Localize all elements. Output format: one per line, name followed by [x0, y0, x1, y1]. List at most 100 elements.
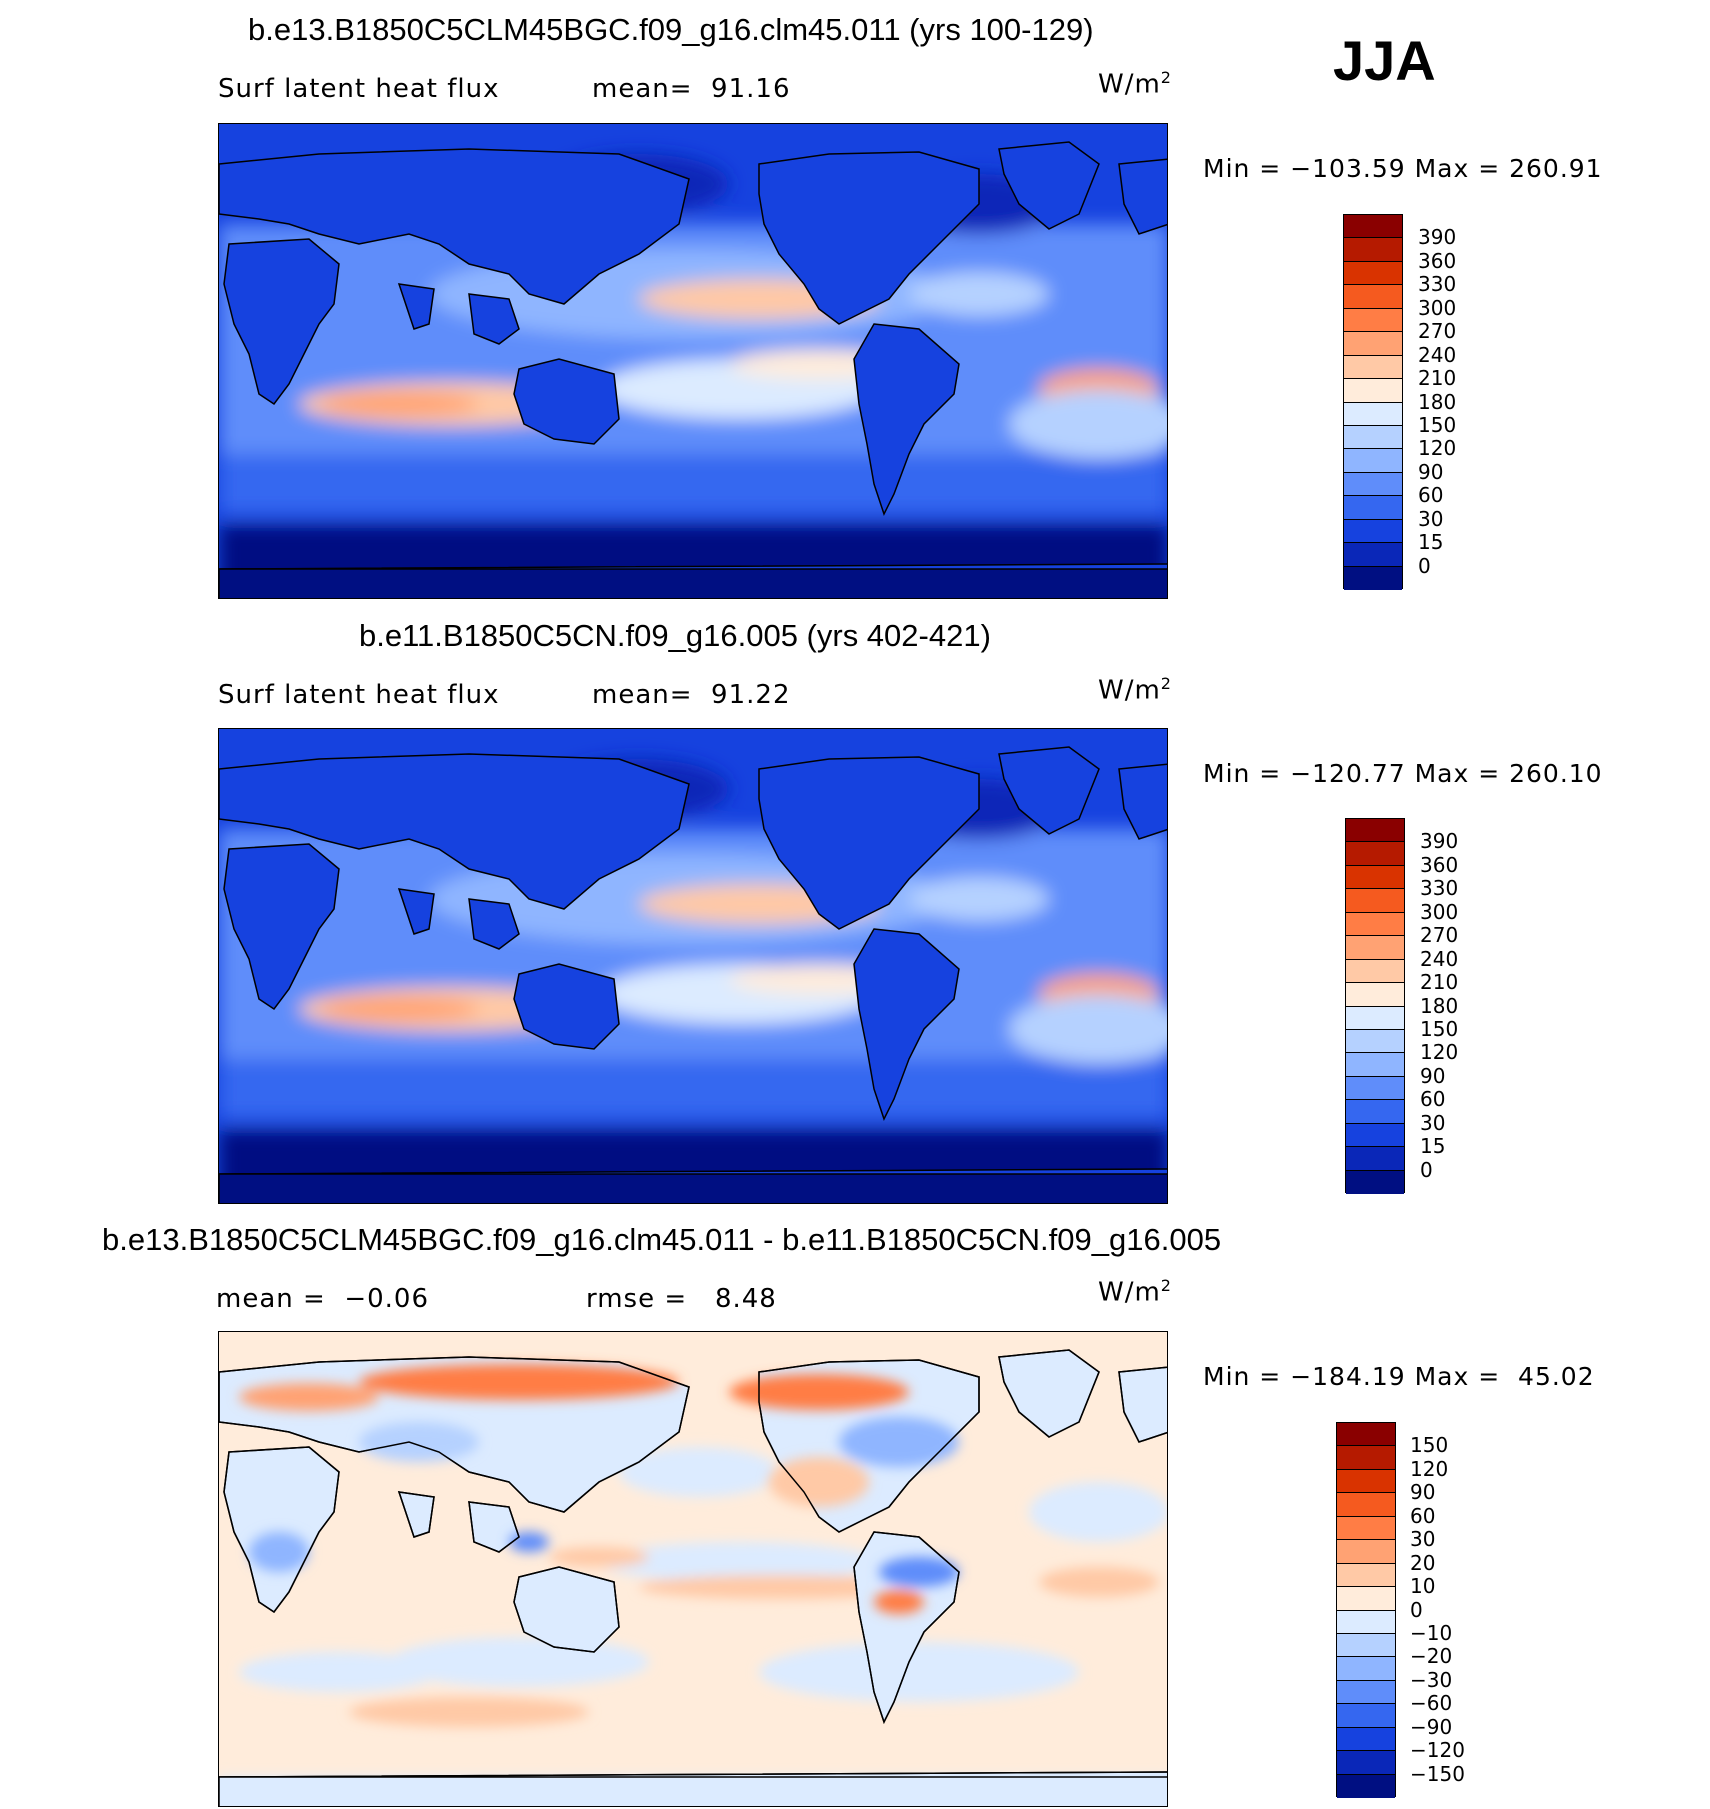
panel1-colorbar [1343, 214, 1403, 590]
colorbar-tick-label: 300 [1420, 899, 1459, 924]
colorbar-tick-label: −90 [1410, 1714, 1453, 1739]
colorbar-swatch [1344, 519, 1402, 544]
panel2-mean: mean= 91.22 [592, 680, 791, 710]
colorbar-swatch [1337, 1587, 1395, 1611]
panel1-title: b.e13.B1850C5CLM45BGC.f09_g16.clm45.011 … [248, 12, 1094, 47]
colorbar-tick-label: 240 [1420, 946, 1459, 971]
colorbar-swatch [1346, 1053, 1404, 1077]
colorbar-tick-label: 90 [1418, 459, 1444, 484]
colorbar-swatch [1337, 1516, 1395, 1541]
colorbar-tick-label: 60 [1410, 1503, 1436, 1528]
colorbar-tick-label: 240 [1418, 342, 1457, 367]
colorbar-swatch [1346, 889, 1404, 913]
colorbar-tick-label: 90 [1410, 1480, 1436, 1505]
colorbar-swatch [1346, 1006, 1404, 1030]
panel3-rmse: rmse = 8.48 [586, 1284, 777, 1314]
panel3-colorbar-labels: 150 120 90 60 30 20 10 0 −10 −20 −30 −60 −90 −120 −150 [1410, 1422, 1500, 1797]
colorbar-tick-label: 30 [1420, 1110, 1446, 1135]
panel3-field-contours [219, 1332, 1167, 1806]
colorbar-swatch [1344, 261, 1402, 286]
panel3-map [218, 1331, 1168, 1807]
colorbar-tick-label: 270 [1418, 319, 1457, 344]
colorbar-tick-label: −120 [1410, 1738, 1465, 1763]
colorbar-tick-label: 60 [1420, 1087, 1446, 1112]
panel2-minmax: Min = −120.77 Max = 260.10 [1203, 759, 1603, 788]
colorbar-swatch [1344, 543, 1402, 567]
colorbar-tick-label: 300 [1418, 295, 1457, 320]
colorbar-swatch [1337, 1563, 1395, 1588]
colorbar-swatch [1346, 1123, 1404, 1148]
colorbar-tick-label: 0 [1410, 1597, 1423, 1622]
colorbar-tick-label: −60 [1410, 1691, 1453, 1716]
colorbar-tick-label: 15 [1420, 1134, 1446, 1159]
colorbar-tick-label: 90 [1420, 1063, 1446, 1088]
colorbar-tick-label: 120 [1418, 436, 1457, 461]
colorbar-tick-label: 150 [1420, 1016, 1459, 1041]
colorbar-swatch [1337, 1540, 1395, 1564]
colorbar-swatch [1337, 1423, 1395, 1447]
colorbar-swatch [1346, 1100, 1404, 1124]
colorbar-swatch [1346, 983, 1404, 1007]
colorbar-tick-label: 180 [1418, 389, 1457, 414]
panel1-colorbar-labels: 390 360 330 300 270 240 210 180 150 120 90 60 30 15 0 [1418, 214, 1498, 589]
colorbar-tick-label: 0 [1418, 553, 1431, 578]
colorbar-tick-label: 120 [1410, 1456, 1449, 1481]
panel3-map-field [219, 1332, 1167, 1806]
colorbar-swatch [1346, 865, 1404, 890]
colorbar-swatch [1344, 496, 1402, 520]
colorbar-tick-label: 150 [1410, 1433, 1449, 1458]
colorbar-tick-label: 120 [1420, 1040, 1459, 1065]
colorbar-tick-label: −20 [1410, 1644, 1453, 1669]
colorbar-swatch [1346, 1170, 1404, 1194]
colorbar-swatch [1337, 1727, 1395, 1752]
colorbar-tick-label: 10 [1410, 1574, 1436, 1599]
colorbar-swatch [1337, 1704, 1395, 1728]
colorbar-swatch [1337, 1610, 1395, 1634]
panel2-variable: Surf latent heat flux [218, 680, 500, 710]
colorbar-tick-label: −10 [1410, 1620, 1453, 1645]
panel2-map-field [219, 729, 1167, 1203]
panel1-map [218, 123, 1168, 599]
colorbar-swatch [1337, 1469, 1395, 1494]
colorbar-swatch [1346, 959, 1404, 984]
colorbar-tick-label: 30 [1418, 506, 1444, 531]
colorbar-swatch [1344, 425, 1402, 450]
colorbar-tick-label: 0 [1420, 1157, 1433, 1182]
colorbar-swatch [1344, 449, 1402, 473]
colorbar-tick-label: 210 [1418, 366, 1457, 391]
panel3-colorbar [1336, 1422, 1396, 1798]
colorbar-swatch [1337, 1493, 1395, 1517]
colorbar-swatch [1337, 1657, 1395, 1681]
colorbar-swatch [1344, 472, 1402, 497]
panel2-map [218, 728, 1168, 1204]
panel1-map-field [219, 124, 1167, 598]
panel1-variable: Surf latent heat flux [218, 74, 500, 104]
colorbar-swatch [1337, 1633, 1395, 1658]
colorbar-swatch [1344, 238, 1402, 262]
panel2-field-contours [219, 729, 1167, 1203]
colorbar-swatch [1344, 566, 1402, 590]
colorbar-swatch [1337, 1774, 1395, 1798]
colorbar-swatch [1346, 936, 1404, 960]
colorbar-tick-label: 360 [1418, 248, 1457, 273]
colorbar-tick-label: 360 [1420, 852, 1459, 877]
colorbar-tick-label: −150 [1410, 1761, 1465, 1786]
colorbar-swatch [1344, 332, 1402, 356]
colorbar-tick-label: 330 [1418, 272, 1457, 297]
colorbar-swatch [1344, 215, 1402, 239]
panel3-minmax: Min = −184.19 Max = 45.02 [1203, 1362, 1595, 1391]
colorbar-swatch [1344, 379, 1402, 403]
colorbar-tick-label: −30 [1410, 1667, 1453, 1692]
panel2-colorbar-labels: 390 360 330 300 270 240 210 180 150 120 90 60 30 15 0 [1420, 818, 1500, 1193]
panel3-mean: mean = −0.06 [216, 1284, 429, 1314]
panel1-field-contours [219, 124, 1167, 598]
panel1-mean: mean= 91.16 [592, 74, 791, 104]
colorbar-tick-label: 60 [1418, 483, 1444, 508]
panel2-colorbar [1345, 818, 1405, 1194]
colorbar-swatch [1344, 285, 1402, 309]
colorbar-swatch [1346, 819, 1404, 843]
colorbar-swatch [1337, 1680, 1395, 1705]
colorbar-tick-label: 150 [1418, 412, 1457, 437]
colorbar-swatch [1337, 1446, 1395, 1470]
colorbar-swatch [1346, 1029, 1404, 1054]
